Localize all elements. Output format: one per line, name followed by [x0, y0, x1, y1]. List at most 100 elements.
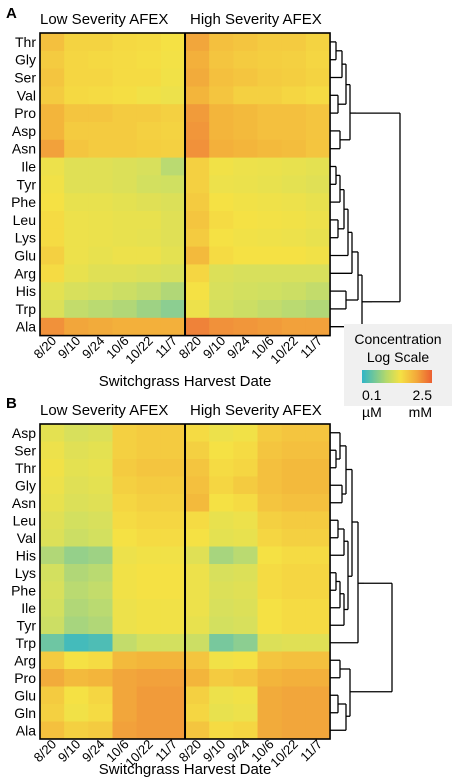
heatmap-cell — [160, 616, 186, 635]
row-label: Lys — [15, 230, 36, 246]
column-label: 9/10 — [55, 333, 84, 362]
heatmap-cell — [209, 459, 234, 477]
heatmap-cell — [64, 246, 89, 265]
heatmap-cell — [112, 193, 138, 212]
heatmap-cell — [209, 317, 234, 336]
heatmap-cell — [257, 669, 283, 687]
heatmap-cell — [233, 686, 258, 705]
heatmap-cell — [40, 651, 65, 670]
heatmap-cell — [160, 511, 186, 530]
row-label: Glu — [14, 687, 36, 703]
row-label: Val — [17, 530, 36, 546]
heatmap-cell — [136, 175, 162, 194]
heatmap-cell — [281, 651, 307, 670]
row-label: Ile — [21, 600, 36, 616]
heatmap-cell — [64, 175, 89, 194]
heatmap-cell — [209, 424, 234, 442]
heatmap-cell — [64, 634, 89, 652]
heatmap-cell — [257, 634, 283, 652]
heatmap-cell — [64, 157, 89, 176]
heatmap-cell — [136, 704, 162, 722]
heatmap-cell — [160, 122, 186, 141]
heatmap-cell — [40, 529, 65, 547]
heatmap-cell — [88, 211, 113, 230]
heatmap-cell — [40, 282, 65, 301]
heatmap-cell — [257, 651, 283, 670]
heatmap-cell — [209, 175, 234, 194]
heatmap-cell — [185, 564, 210, 582]
heatmap-cell — [233, 634, 258, 652]
heatmap-cell — [136, 721, 162, 740]
heatmap-cell — [209, 122, 234, 141]
heatmap-cell — [64, 581, 89, 600]
heatmap-cell — [209, 564, 234, 582]
heatmap-cell — [257, 476, 283, 495]
column-label: 9/10 — [55, 737, 84, 766]
heatmap-cell — [64, 228, 89, 247]
heatmap-cell — [233, 424, 258, 442]
heatmap-cell — [305, 193, 331, 212]
column-label: 8/20 — [31, 737, 60, 766]
heatmap-cell — [136, 33, 162, 52]
legend-background — [344, 324, 452, 406]
row-label: Asn — [12, 495, 36, 511]
heatmap-cell — [257, 193, 283, 212]
heatmap-cell — [88, 459, 113, 477]
heatmap-cell — [233, 599, 258, 617]
row-label: Ala — [16, 319, 36, 335]
heatmap-cell — [281, 511, 307, 530]
heatmap-cell — [305, 228, 331, 247]
heatmap-cell — [88, 494, 113, 512]
heatmap-cell — [64, 282, 89, 301]
heatmap-cell — [281, 264, 307, 283]
heatmap-cell — [112, 704, 138, 722]
heatmap-cell — [209, 686, 234, 705]
heatmap-cell — [136, 494, 162, 512]
heatmap-cell — [88, 264, 113, 283]
heatmap-cell — [281, 616, 307, 635]
legend-title-line1: Concentration — [354, 331, 441, 347]
panel-b-heatmap — [40, 424, 331, 740]
heatmap-cell — [112, 599, 138, 617]
heatmap-cell — [136, 228, 162, 247]
heatmap-cell — [88, 686, 113, 705]
heatmap-cell — [40, 669, 65, 687]
heatmap-cell — [112, 511, 138, 530]
heatmap-cell — [136, 104, 162, 123]
heatmap-cell — [64, 599, 89, 617]
heatmap-cell — [281, 721, 307, 740]
heatmap-cell — [185, 651, 210, 670]
heatmap-cell — [64, 211, 89, 230]
heatmap-cell — [209, 476, 234, 495]
heatmap-cell — [233, 50, 258, 69]
column-label: 11/7 — [152, 333, 180, 361]
heatmap-cell — [281, 193, 307, 212]
heatmap-cell — [281, 211, 307, 230]
heatmap-cell — [281, 564, 307, 582]
heatmap-cell — [160, 282, 186, 301]
heatmap-cell — [305, 651, 331, 670]
heatmap-cell — [305, 86, 331, 105]
heatmap-cell — [209, 511, 234, 530]
heatmap-cell — [209, 211, 234, 230]
heatmap-cell — [136, 424, 162, 442]
row-label: Asp — [12, 425, 36, 441]
heatmap-cell — [233, 704, 258, 722]
heatmap-cell — [40, 300, 65, 319]
heatmap-cell — [112, 139, 138, 158]
heatmap-cell — [281, 529, 307, 547]
row-label: Asp — [12, 123, 36, 139]
heatmap-cell — [305, 211, 331, 230]
heatmap-cell — [112, 68, 138, 87]
heatmap-cell — [305, 459, 331, 477]
row-label: Leu — [13, 212, 36, 228]
heatmap-cell — [257, 721, 283, 740]
heatmap-cell — [64, 459, 89, 477]
heatmap-cell — [233, 104, 258, 123]
heatmap-cell — [64, 669, 89, 687]
heatmap-cell — [160, 599, 186, 617]
heatmap-cell — [40, 704, 65, 722]
heatmap-cell — [209, 33, 234, 52]
heatmap-cell — [136, 616, 162, 635]
heatmap-cell — [257, 68, 283, 87]
